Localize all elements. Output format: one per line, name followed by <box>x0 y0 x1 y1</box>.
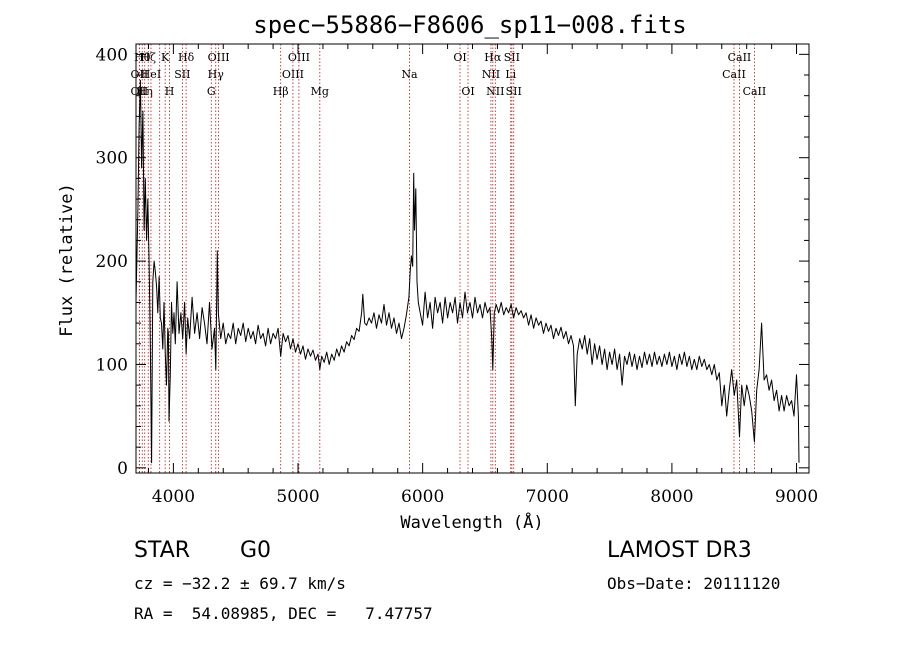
spectral-line-label-7: K <box>161 51 170 64</box>
spectral-line-label-22: Hα <box>484 51 502 64</box>
x-tick-label-5: 9000 <box>775 487 818 507</box>
x-tick-label-0: 4000 <box>152 487 195 507</box>
spectral-line-label-0: OII <box>131 68 149 81</box>
spectral-line-label-9: SII <box>174 68 190 81</box>
spectral-line-label-17: Mg <box>311 85 329 98</box>
spectral-line-label-29: CaII <box>743 85 767 98</box>
y-axis-label: Flux (relative) <box>57 183 77 337</box>
obs-date-text: Obs−Date: 20111120 <box>607 574 781 593</box>
x-tick-label-4: 8000 <box>650 487 693 507</box>
spectral-line-label-14: Hβ <box>273 85 289 98</box>
spectral-line-label-1: OII <box>131 85 149 98</box>
y-tick-label-3: 300 <box>96 149 128 169</box>
spectral-line-label-15: OIII <box>282 68 304 81</box>
spectral-line-label-5: HeI <box>141 68 161 81</box>
coords-text: RA = 54.08985, DEC = 7.47757 <box>134 604 433 623</box>
flux-line <box>135 79 800 464</box>
spectral-line-label-27: CaII <box>722 68 746 81</box>
spectral-line-label-10: Hδ <box>178 51 195 64</box>
spectral-line-label-21: NII <box>482 68 500 81</box>
plot-frame <box>135 43 810 474</box>
spectral-line-label-13: OIII <box>208 51 230 64</box>
spectral-line-label-28: CaII <box>728 51 752 64</box>
spectral-line-markers: OIIOIIHθHηHζHeIKHSIIHδGHγOIIIHβOIIIOIIIM… <box>131 44 767 473</box>
flux-series <box>135 79 800 464</box>
spectral-line-label-11: G <box>207 85 216 98</box>
x-tick-label-1: 5000 <box>276 487 319 507</box>
spectral-line-label-20: OI <box>461 85 474 98</box>
spectral-line-label-25: SII <box>504 51 520 64</box>
x-tick-label-3: 7000 <box>526 487 569 507</box>
spectral-line-label-16: OIII <box>288 51 310 64</box>
axis-ticks: 4000 5000 6000 7000 8000 9000 0 100 200 300 400 <box>96 44 818 507</box>
y-tick-label-0: 0 <box>117 459 128 479</box>
spectral-line-label-26: SII <box>506 85 522 98</box>
x-axis-label: Wavelength (Å) <box>400 511 543 533</box>
spectral-line-label-12: Hγ <box>208 68 225 81</box>
redshift-text: cz = −32.2 ± 69.7 km/s <box>134 574 346 593</box>
object-subclass: G0 <box>240 538 272 563</box>
y-tick-label-4: 400 <box>96 45 128 65</box>
spectral-line-label-23: NII <box>486 85 504 98</box>
x-tick-label-2: 6000 <box>401 487 444 507</box>
y-tick-label-1: 100 <box>96 355 128 375</box>
chart-title: spec−55886−F8606_sp11−008.fits <box>253 11 686 39</box>
survey-name: LAMOST DR3 <box>607 538 752 563</box>
spectral-line-label-4: Hζ <box>140 51 156 64</box>
spectral-line-label-18: Na <box>401 68 418 81</box>
spectral-line-label-19: OI <box>453 51 466 64</box>
y-tick-label-2: 200 <box>96 252 128 272</box>
spectral-line-label-24: Li <box>505 68 516 81</box>
object-type: STAR <box>134 538 191 563</box>
spectral-line-label-8: H <box>165 85 175 98</box>
